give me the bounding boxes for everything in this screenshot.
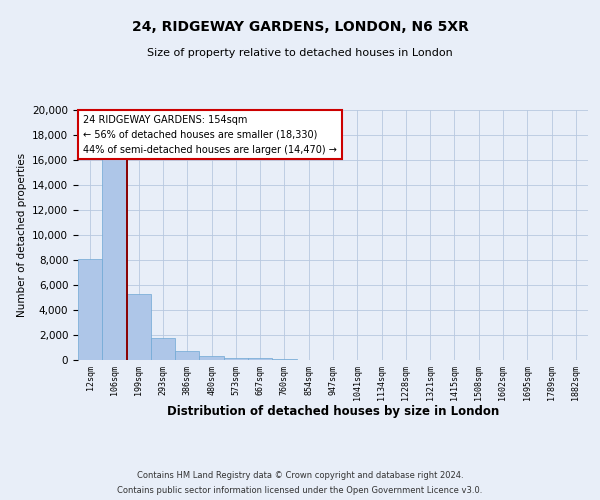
Bar (248, 358, 272, 360)
Text: 24 RIDGEWAY GARDENS: 154sqm
← 56% of detached houses are smaller (18,330)
44% of: 24 RIDGEWAY GARDENS: 154sqm ← 56% of det… (83, 115, 337, 154)
Bar (224, 358, 248, 360)
Bar (151, 338, 175, 360)
Text: 24, RIDGEWAY GARDENS, LONDON, N6 5XR: 24, RIDGEWAY GARDENS, LONDON, N6 5XR (131, 20, 469, 34)
Text: Size of property relative to detached houses in London: Size of property relative to detached ho… (147, 48, 453, 58)
Text: Contains HM Land Registry data © Crown copyright and database right 2024.: Contains HM Land Registry data © Crown c… (137, 471, 463, 480)
X-axis label: Distribution of detached houses by size in London: Distribution of detached houses by size … (167, 406, 499, 418)
Bar (175, 350, 199, 360)
Bar (102, 154, 127, 360)
Bar (78, 259, 102, 360)
Text: Contains public sector information licensed under the Open Government Licence v3: Contains public sector information licen… (118, 486, 482, 495)
Bar (199, 356, 224, 360)
Y-axis label: Number of detached properties: Number of detached properties (17, 153, 26, 317)
Bar (272, 359, 296, 360)
Bar (127, 294, 151, 360)
